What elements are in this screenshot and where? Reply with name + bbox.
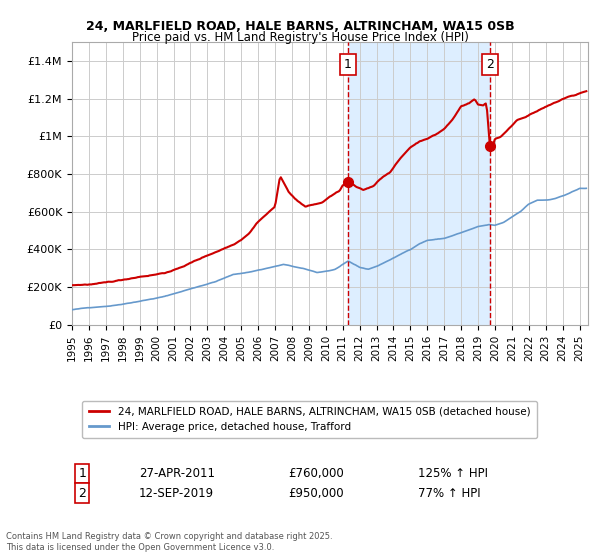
Text: 2: 2	[79, 487, 86, 500]
Text: 27-APR-2011: 27-APR-2011	[139, 467, 215, 480]
Text: 1: 1	[344, 58, 352, 71]
Text: 24, MARLFIELD ROAD, HALE BARNS, ALTRINCHAM, WA15 0SB: 24, MARLFIELD ROAD, HALE BARNS, ALTRINCH…	[86, 20, 514, 32]
Text: £760,000: £760,000	[289, 467, 344, 480]
Text: 2: 2	[486, 58, 494, 71]
Text: 77% ↑ HPI: 77% ↑ HPI	[418, 487, 481, 500]
Text: Contains HM Land Registry data © Crown copyright and database right 2025.
This d: Contains HM Land Registry data © Crown c…	[6, 532, 332, 552]
Text: Price paid vs. HM Land Registry's House Price Index (HPI): Price paid vs. HM Land Registry's House …	[131, 31, 469, 44]
Text: £950,000: £950,000	[289, 487, 344, 500]
Text: 12-SEP-2019: 12-SEP-2019	[139, 487, 214, 500]
Text: 125% ↑ HPI: 125% ↑ HPI	[418, 467, 488, 480]
Bar	[348, 42, 490, 325]
Text: 1: 1	[79, 467, 86, 480]
Legend: 24, MARLFIELD ROAD, HALE BARNS, ALTRINCHAM, WA15 0SB (detached house), HPI: Aver: 24, MARLFIELD ROAD, HALE BARNS, ALTRINCH…	[82, 400, 536, 438]
